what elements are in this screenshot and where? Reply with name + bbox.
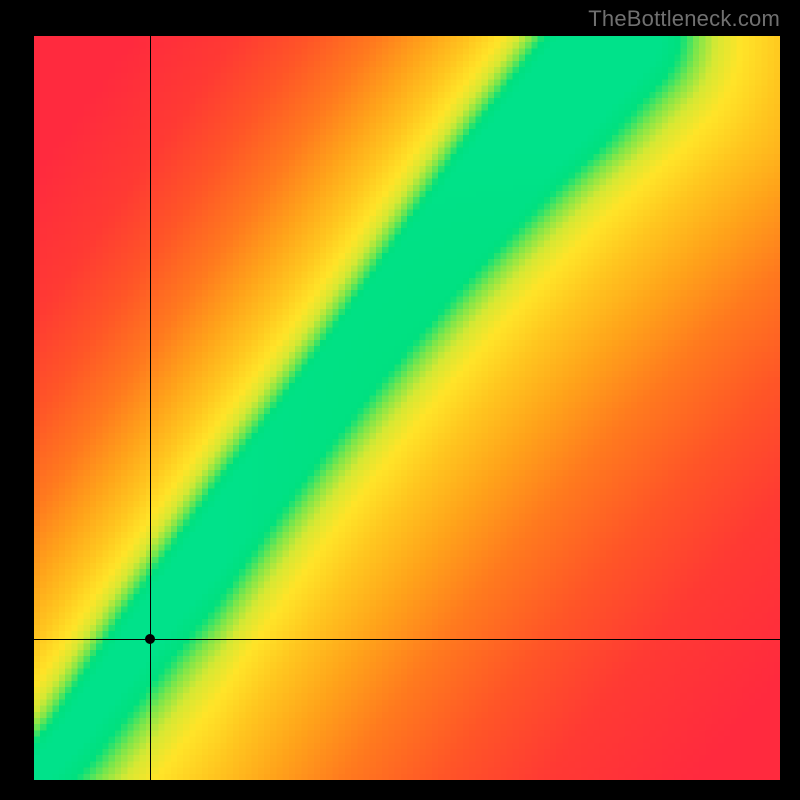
watermark-text: TheBottleneck.com [588, 6, 780, 32]
heatmap-canvas [34, 36, 780, 780]
crosshair-vertical [150, 36, 151, 780]
heatmap-plot [34, 36, 780, 780]
crosshair-marker [145, 634, 155, 644]
